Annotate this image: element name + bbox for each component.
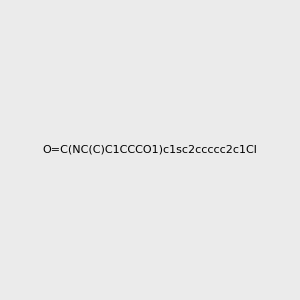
Text: O=C(NC(C)C1CCCO1)c1sc2ccccc2c1Cl: O=C(NC(C)C1CCCO1)c1sc2ccccc2c1Cl — [43, 145, 257, 155]
